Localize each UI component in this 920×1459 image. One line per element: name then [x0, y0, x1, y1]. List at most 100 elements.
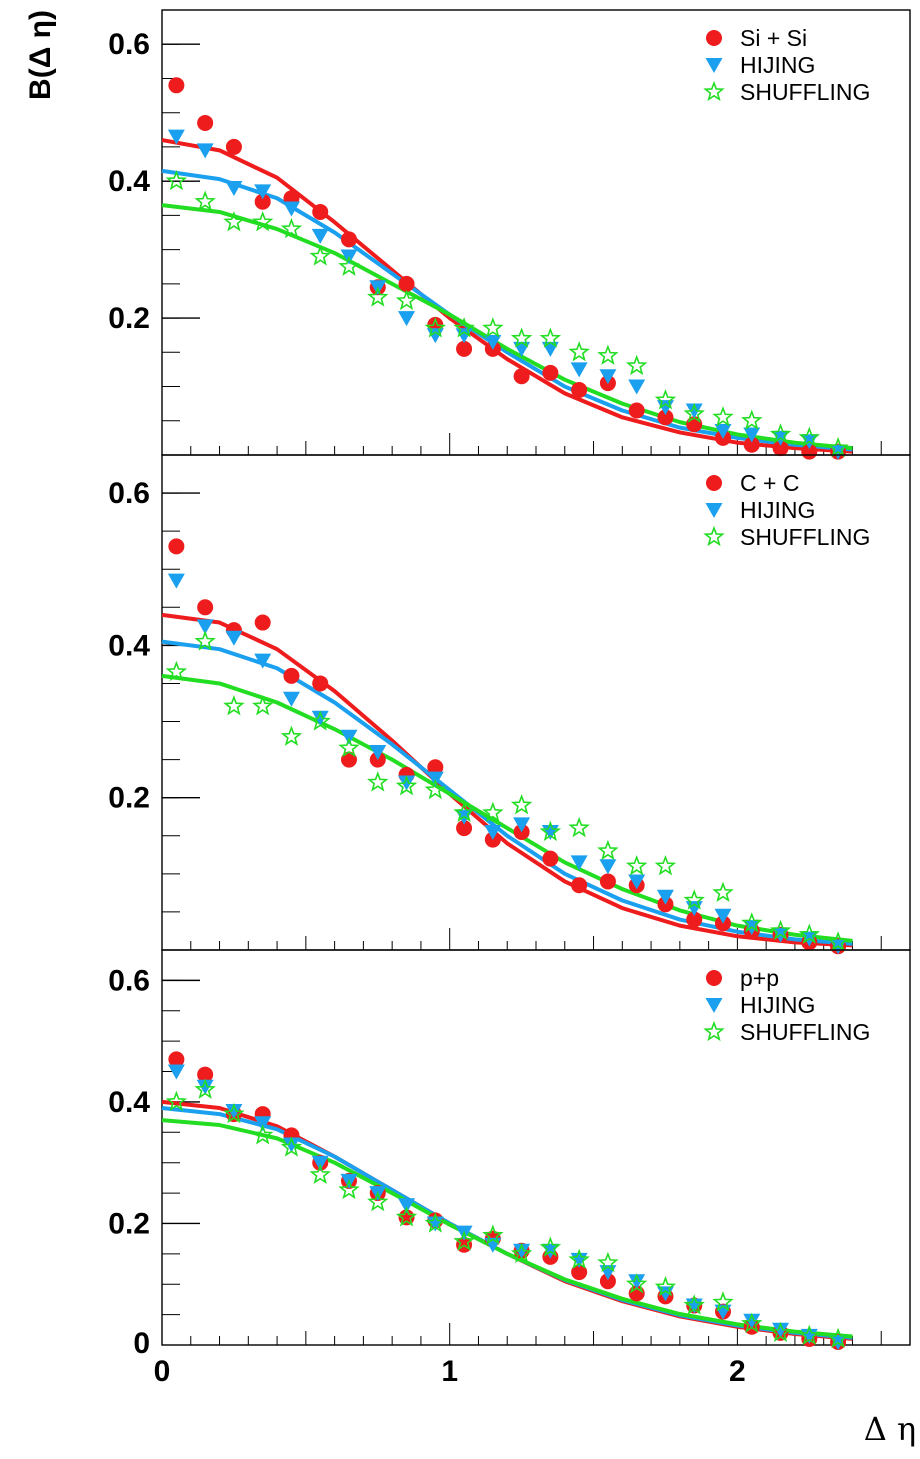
data-point-shuffling: [395, 775, 418, 796]
data-point-shuffling: [568, 816, 590, 838]
data-point-shuffling: [510, 327, 533, 348]
data-point-shuffling: [712, 881, 734, 903]
y-tick-label: 0.2: [108, 1207, 150, 1240]
data-point-shuffling: [625, 354, 648, 376]
data-point-si-si: [743, 436, 760, 453]
data-point-hijing: [628, 1274, 646, 1290]
data-point-shuffling: [338, 736, 360, 758]
legend-marker: [703, 525, 725, 547]
data-point-shuffling: [482, 801, 504, 823]
data-point-shuffling: [223, 210, 245, 232]
data-point-hijing: [484, 335, 502, 351]
legend-label: HIJING: [740, 52, 815, 78]
legend-marker: [705, 58, 723, 73]
data-point-shuffling: [798, 1324, 821, 1346]
data-point-c-c: [686, 911, 703, 928]
data-point-hijing: [369, 745, 387, 760]
data-point-shuffling: [568, 1248, 590, 1270]
data-point-si-si: [571, 381, 588, 398]
data-point-hijing: [225, 181, 243, 196]
data-point-shuffling: [251, 210, 274, 232]
data-point-hijing: [167, 129, 185, 145]
data-point-hijing: [513, 1243, 531, 1259]
data-point-hijing: [628, 874, 646, 890]
data-point-shuffling: [683, 889, 705, 910]
fit-curve-shuffling: [161, 673, 853, 943]
legend-marker: [703, 1020, 725, 1042]
data-point-shuffling: [395, 1206, 418, 1227]
legend-label: SHUFFLING: [740, 79, 870, 105]
data-point-shuffling: [597, 344, 619, 365]
data-point-hijing: [772, 1322, 790, 1338]
data-point-shuffling: [453, 1230, 475, 1251]
data-point-hijing: [254, 653, 272, 669]
data-point-si-si: [341, 231, 357, 248]
data-point-si-si: [312, 203, 329, 220]
y-tick-label: 0.6: [108, 28, 150, 61]
data-point-shuffling: [482, 1224, 504, 1245]
legend-label: HIJING: [740, 497, 815, 523]
data-point-shuffling: [769, 919, 792, 941]
y-tick-label: 0.4: [108, 1086, 150, 1119]
data-point-hijing: [167, 1064, 185, 1080]
data-point-hijing: [282, 691, 300, 707]
data-point-hijing: [714, 424, 732, 440]
data-point-shuffling: [510, 1242, 533, 1263]
data-point-hijing: [541, 824, 559, 840]
data-point-shuffling: [453, 317, 475, 338]
data-point-hijing: [196, 1079, 214, 1095]
data-point-shuffling: [827, 436, 849, 458]
data-point-shuffling: [251, 695, 274, 716]
legend-label: HIJING: [740, 992, 815, 1018]
x-tick-label: 0: [154, 1355, 171, 1388]
data-point-shuffling: [625, 854, 648, 876]
data-point-shuffling: [654, 1276, 677, 1297]
data-point-shuffling: [251, 1124, 274, 1145]
y-tick-label: 0.6: [108, 964, 150, 997]
data-point-shuffling: [654, 388, 677, 410]
y-tick-label: 0.4: [108, 165, 150, 198]
data-point-shuffling: [367, 1190, 389, 1212]
legend-marker: [705, 503, 723, 518]
y-tick-label: 0.6: [108, 477, 150, 510]
data-point-shuffling: [683, 1294, 705, 1315]
data-point-shuffling: [769, 423, 792, 444]
data-point-hijing: [743, 427, 761, 443]
fit-curve-shuffling: [161, 1118, 853, 1339]
data-point-shuffling: [510, 794, 533, 815]
data-point-hijing: [225, 630, 243, 646]
data-point-hijing: [282, 1137, 300, 1153]
data-point-c-c: [197, 599, 214, 616]
data-point-shuffling: [539, 820, 562, 842]
data-point-c-c: [283, 667, 300, 684]
data-point-c-c: [312, 675, 329, 692]
data-point-hijing: [570, 855, 588, 871]
data-point-hijing: [599, 369, 617, 385]
x-tick-label: 2: [729, 1355, 746, 1388]
data-point-shuffling: [165, 169, 188, 191]
data-point-c-c: [456, 820, 473, 837]
data-point-si-si: [542, 364, 559, 381]
data-point-shuffling: [741, 409, 763, 430]
data-point-hijing: [714, 908, 732, 924]
data-point-shuffling: [280, 725, 303, 746]
data-point-hijing: [398, 1198, 416, 1214]
data-point-shuffling: [280, 217, 303, 239]
y-tick-label: 0.2: [108, 782, 150, 815]
fit-curve-shuffling: [161, 203, 853, 451]
data-point-shuffling: [798, 426, 821, 448]
data-point-shuffling: [769, 1321, 792, 1342]
data-point-hijing: [196, 619, 214, 635]
data-point-hijing: [167, 573, 185, 589]
data-point-shuffling: [597, 839, 619, 861]
fit-curve-hijing: [161, 168, 853, 452]
data-point-p-p: [197, 1066, 214, 1083]
data-point-shuffling: [798, 923, 821, 944]
data-point-shuffling: [309, 1163, 331, 1184]
